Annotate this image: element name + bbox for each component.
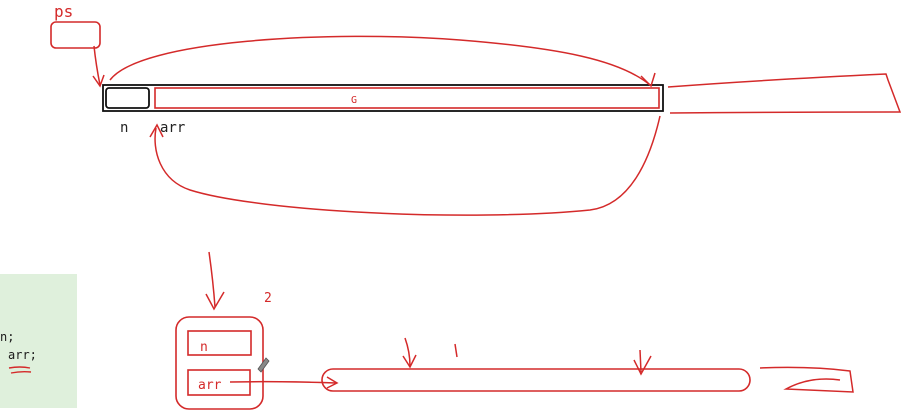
heap-entry-arrowhead-left — [402, 354, 417, 369]
heap-array-capsule — [321, 368, 751, 392]
arr-member-box — [154, 87, 660, 109]
heap-entry-arrowhead-right — [633, 355, 652, 376]
span-arc-lower — [154, 115, 661, 216]
ps-arrow-line — [93, 45, 101, 86]
n-member-box — [105, 87, 150, 109]
lower-n-label: n — [200, 340, 208, 355]
code-line-arr: arr; — [8, 348, 37, 362]
lower-n-box — [187, 330, 252, 356]
lower-arr-box — [187, 369, 251, 396]
arr-mark-label: G — [351, 95, 357, 106]
heap-entry-arrow-left — [404, 337, 411, 367]
ps-arrowhead — [92, 74, 105, 88]
lower-entry-arrow — [208, 251, 216, 308]
code-underline-mark — [8, 366, 32, 374]
span-arc-upper-arrowhead — [640, 72, 656, 88]
arr-pointer-line — [229, 380, 337, 384]
span-arc-lower-arrowhead — [149, 123, 164, 138]
arr-pointer-arrowhead — [326, 376, 339, 389]
arr-label: arr — [160, 120, 185, 136]
ps-label: ps — [54, 2, 73, 21]
pencil-cursor-icon — [257, 357, 270, 373]
array-extension-tail — [667, 73, 902, 114]
struct-outer-box — [102, 84, 664, 112]
n-label: n — [120, 120, 128, 136]
code-line-n: n; — [0, 330, 15, 344]
heap-extension-tail — [759, 366, 854, 393]
code-panel: n; arr; — [0, 274, 77, 408]
small-tick-mark — [454, 343, 458, 358]
lower-entry-arrowhead — [205, 291, 225, 311]
lower-arr-label: arr — [198, 378, 222, 393]
heap-entry-arrow-right — [639, 349, 642, 373]
span-arc-upper — [109, 35, 651, 86]
number-two-label: 2 — [264, 291, 272, 306]
ps-pointer-box — [50, 21, 101, 49]
